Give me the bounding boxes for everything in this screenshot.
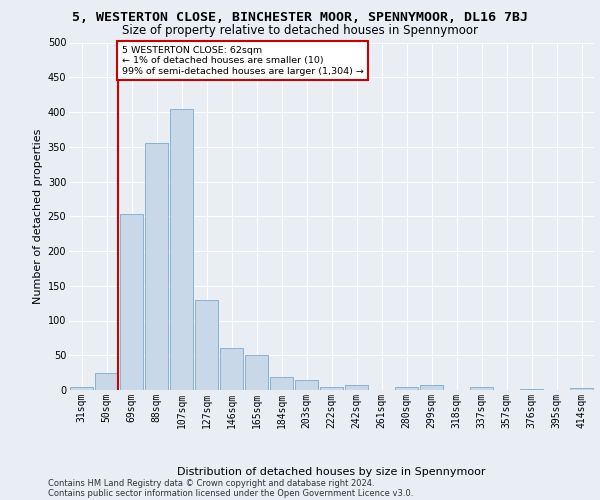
Bar (295, 380, 318, 390)
Bar (320, 386, 343, 390)
Bar (95, 372, 118, 390)
Bar (245, 355, 268, 390)
Bar (120, 214, 143, 390)
Bar (420, 385, 443, 390)
Bar (145, 144, 168, 390)
Bar (270, 378, 293, 390)
Bar (395, 386, 418, 390)
Text: Contains public sector information licensed under the Open Government Licence v3: Contains public sector information licen… (48, 489, 413, 498)
Text: Size of property relative to detached houses in Spennymoor: Size of property relative to detached ho… (122, 24, 478, 37)
X-axis label: Distribution of detached houses by size in Spennymoor: Distribution of detached houses by size … (177, 467, 486, 477)
Text: Contains HM Land Registry data © Crown copyright and database right 2024.: Contains HM Land Registry data © Crown c… (48, 479, 374, 488)
Bar (70, 386, 93, 390)
Bar (195, 300, 218, 390)
Bar (220, 348, 243, 390)
Text: 5 WESTERTON CLOSE: 62sqm
← 1% of detached houses are smaller (10)
99% of semi-de: 5 WESTERTON CLOSE: 62sqm ← 1% of detache… (121, 46, 364, 76)
Bar (470, 386, 493, 390)
Text: 5, WESTERTON CLOSE, BINCHESTER MOOR, SPENNYMOOR, DL16 7BJ: 5, WESTERTON CLOSE, BINCHESTER MOOR, SPE… (72, 11, 528, 24)
Bar (170, 108, 193, 390)
Bar (345, 385, 368, 390)
Bar (570, 388, 593, 390)
Bar (520, 388, 543, 390)
Y-axis label: Number of detached properties: Number of detached properties (34, 128, 43, 304)
